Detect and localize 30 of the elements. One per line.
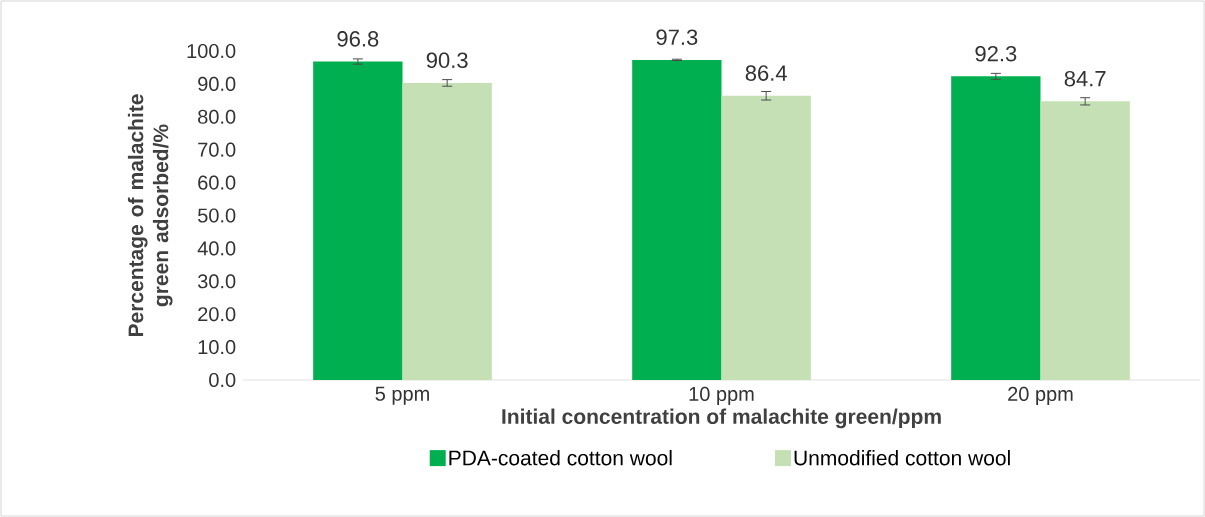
y-tick-label: 80.0 [198,109,236,124]
x-tick-label: 10 ppm [689,386,754,405]
bar [313,61,403,380]
bar [1040,101,1130,380]
x-axis-title: Initial concentration of malachite green/ppm [502,408,941,429]
y-tick-label: 90.0 [198,76,236,91]
legend-label: PDA-coated cotton wool [449,450,672,466]
bar [951,76,1041,380]
data-label: 84.7 [1064,70,1106,87]
y-tick-label: 100.0 [187,43,236,59]
x-tick-label: 5 ppm [375,386,429,405]
y-tick-label: 70.0 [198,142,236,157]
data-label: 92.3 [975,45,1017,62]
y-tick-label: 60.0 [198,175,236,190]
data-label: 90.3 [426,52,468,69]
y-tick-label: 40.0 [197,241,236,256]
data-label: 96.8 [337,31,379,47]
bar [721,95,811,380]
y-tick-label: 30.0 [197,274,236,289]
bar [402,82,492,380]
y-tick-label: 10.0 [198,340,236,355]
data-label: 86.4 [745,65,787,81]
x-tick-label: 20 ppm [1008,386,1073,405]
legend-label: Unmodified cotton wool [794,450,1010,466]
y-axis-title: Percentage of malachite green adsorbed/% [127,94,173,337]
y-tick-label: 0.0 [209,372,236,388]
data-label: 97.3 [656,29,698,46]
y-tick-label: 50.0 [198,208,236,223]
bar [632,59,722,380]
y-tick-label: 20.0 [198,307,236,322]
